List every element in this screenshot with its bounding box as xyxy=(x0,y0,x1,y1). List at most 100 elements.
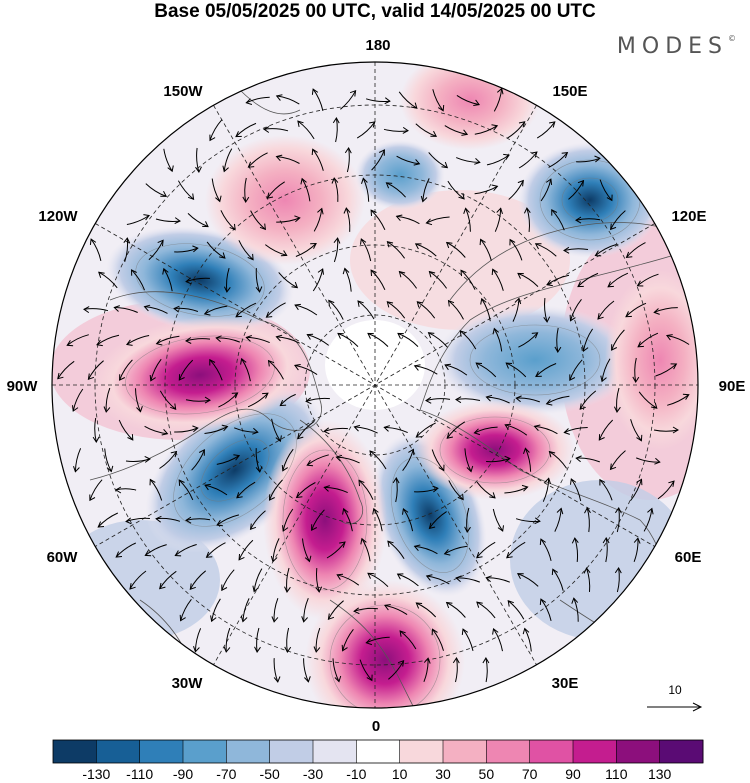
wind-vector-head xyxy=(127,434,134,441)
wind-vector xyxy=(218,392,238,408)
wind-vector xyxy=(493,328,503,352)
wind-vector-head xyxy=(396,573,404,580)
wind-vector-head xyxy=(358,479,365,487)
wind-vector xyxy=(474,426,498,434)
wind-vector xyxy=(507,600,525,620)
colorbar-swatch xyxy=(573,740,617,763)
wind-vector xyxy=(476,541,496,559)
wind-vector-head xyxy=(466,465,474,473)
wind-vector xyxy=(129,570,147,590)
wind-vector xyxy=(540,178,552,202)
wind-vector xyxy=(150,358,162,381)
wind-vector xyxy=(423,658,429,682)
wind-vector-head xyxy=(491,268,498,276)
wind-vector xyxy=(346,147,350,173)
wind-vector-head xyxy=(339,541,346,548)
wind-vector-head xyxy=(337,332,344,339)
wind-vector xyxy=(354,426,378,434)
wind-vector xyxy=(89,479,103,501)
wind-vector xyxy=(402,508,414,532)
wind-vector xyxy=(273,658,279,683)
wind-vector-head xyxy=(255,286,263,293)
wind-vector-head xyxy=(384,97,391,105)
wind-vector-head xyxy=(83,306,90,314)
wind-vector xyxy=(220,210,236,231)
wind-vector xyxy=(216,455,240,465)
wind-vector-head xyxy=(636,280,644,287)
wind-vector-head xyxy=(365,638,373,646)
wind-vector xyxy=(517,573,539,587)
wind-vector xyxy=(297,420,315,439)
wind-vector xyxy=(163,268,173,292)
wind-vector-head xyxy=(473,428,481,436)
wind-vector-head xyxy=(609,463,617,471)
wind-vector-head xyxy=(195,166,202,173)
wind-vector xyxy=(332,658,340,682)
wind-vector xyxy=(344,268,352,292)
lon-label-180: 180 xyxy=(365,37,390,54)
wind-vector xyxy=(414,545,438,555)
wind-vector-head xyxy=(306,333,314,340)
wind-vector-head xyxy=(113,305,120,312)
map-title: Base 05/05/2025 00 UTC, valid 14/05/2025… xyxy=(154,1,596,22)
wind-vector-head xyxy=(189,583,196,590)
wind-vector-head xyxy=(185,337,192,344)
wind-vector-head xyxy=(204,396,211,404)
wind-vector xyxy=(586,567,591,592)
wind-vector xyxy=(536,121,556,139)
wind-vector-head xyxy=(123,237,131,244)
wind-vector xyxy=(576,157,601,163)
wind-vector-head xyxy=(517,272,524,279)
wind-vector-head xyxy=(305,397,312,405)
wind-vector xyxy=(191,449,205,471)
wind-vector xyxy=(524,448,532,472)
wind-vector xyxy=(465,208,471,232)
wind-vector xyxy=(610,210,626,230)
wind-vector xyxy=(324,486,348,494)
wind-vector-head xyxy=(496,87,504,95)
wind-vector xyxy=(343,508,353,532)
wind-vector-head xyxy=(270,555,278,563)
wind-vector-head xyxy=(423,657,431,664)
wind-vector xyxy=(551,209,565,231)
wind-vector xyxy=(399,630,417,650)
wind-vector xyxy=(542,478,550,502)
wind-vector-head xyxy=(301,616,308,623)
wind-vector xyxy=(481,298,491,322)
wind-vector xyxy=(480,238,492,261)
wind-vector-head xyxy=(534,517,541,525)
wind-vector-head xyxy=(654,457,661,465)
wind-vector xyxy=(248,152,268,168)
wind-vector-head xyxy=(613,406,621,413)
modes-logo: MODES© xyxy=(617,34,736,59)
wind-vector xyxy=(278,272,298,289)
wind-vector-head xyxy=(267,359,275,367)
wind-vector xyxy=(302,538,310,562)
wind-vector xyxy=(643,508,653,532)
colorbar-frame xyxy=(52,739,704,764)
colorbar-swatch xyxy=(529,740,574,763)
wind-vector xyxy=(323,427,348,432)
wind-vector-head xyxy=(334,675,342,683)
wind-vector-head xyxy=(275,435,282,443)
wind-vector xyxy=(209,119,223,141)
wind-vector xyxy=(97,512,119,528)
wind-vector xyxy=(474,185,498,195)
wind-vector xyxy=(66,334,89,346)
wind-vector xyxy=(144,306,168,314)
wind-vector-head xyxy=(514,297,522,305)
wind-vector-head xyxy=(259,223,266,231)
wind-vector-head xyxy=(637,341,644,348)
wind-vector-head xyxy=(173,305,180,313)
wind-vector xyxy=(365,98,390,103)
wind-vector-head xyxy=(397,659,405,667)
wind-vector xyxy=(601,358,611,382)
wind-vector-head xyxy=(92,436,100,443)
wind-vector xyxy=(475,362,497,378)
wind-vector-head xyxy=(459,330,466,337)
wind-vector xyxy=(105,387,111,412)
wind-vector xyxy=(518,332,538,348)
wind-vector-head xyxy=(231,392,239,399)
wind-vector-head xyxy=(492,327,500,335)
wind-vector-head xyxy=(143,214,151,221)
